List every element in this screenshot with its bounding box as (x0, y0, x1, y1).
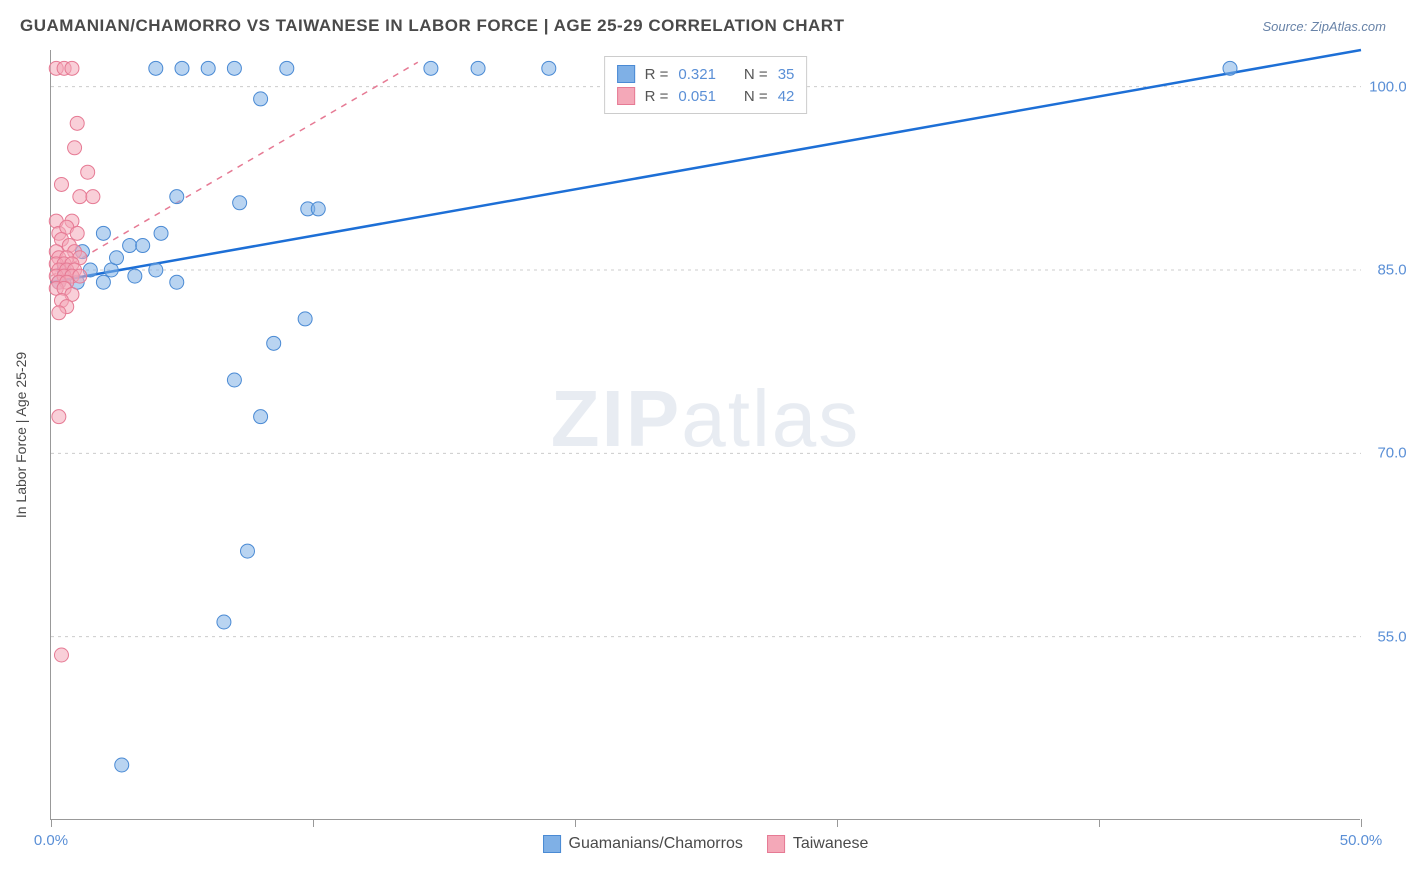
legend-item-taiwanese: Taiwanese (767, 835, 869, 853)
r-label: R = (645, 66, 669, 83)
title-bar: GUAMANIAN/CHAMORRO VS TAIWANESE IN LABOR… (20, 16, 1386, 36)
y-tick-label: 100.0% (1369, 78, 1406, 95)
data-point-guamanians (227, 61, 241, 75)
plot-area: ZIPatlas In Labor Force | Age 25-29 R =0… (50, 50, 1360, 820)
data-point-taiwanese (68, 141, 82, 155)
data-point-taiwanese (52, 410, 66, 424)
swatch-guamanians (543, 835, 561, 853)
data-point-guamanians (267, 336, 281, 350)
data-point-guamanians (227, 373, 241, 387)
n-value-taiwanese: 42 (778, 88, 795, 105)
data-point-guamanians (170, 190, 184, 204)
x-tick (51, 819, 52, 827)
data-point-guamanians (311, 202, 325, 216)
plot-svg (51, 50, 1360, 819)
correlation-row-taiwanese: R = 0.051 N = 42 (617, 85, 795, 107)
data-point-guamanians (154, 226, 168, 240)
data-point-guamanians (110, 251, 124, 265)
data-point-guamanians (298, 312, 312, 326)
trend-line-taiwanese (51, 62, 418, 276)
data-point-guamanians (128, 269, 142, 283)
data-point-guamanians (96, 226, 110, 240)
data-point-taiwanese (70, 226, 84, 240)
data-point-guamanians (233, 196, 247, 210)
data-point-guamanians (1223, 61, 1237, 75)
r-value-guamanians: 0.321 (678, 66, 716, 83)
x-tick-label: 50.0% (1340, 832, 1383, 849)
chart-title: GUAMANIAN/CHAMORRO VS TAIWANESE IN LABOR… (20, 16, 844, 36)
data-point-guamanians (170, 275, 184, 289)
data-point-guamanians (471, 61, 485, 75)
data-point-taiwanese (73, 269, 87, 283)
n-value-guamanians: 35 (778, 66, 795, 83)
data-point-guamanians (241, 544, 255, 558)
data-point-taiwanese (73, 190, 87, 204)
r-value-taiwanese: 0.051 (678, 88, 716, 105)
data-point-guamanians (280, 61, 294, 75)
data-point-guamanians (217, 615, 231, 629)
data-point-taiwanese (54, 648, 68, 662)
x-tick (575, 819, 576, 827)
data-point-guamanians (542, 61, 556, 75)
data-point-taiwanese (81, 165, 95, 179)
x-tick (837, 819, 838, 827)
data-point-guamanians (254, 92, 268, 106)
swatch-taiwanese (767, 835, 785, 853)
correlation-row-guamanians: R = 0.321 N = 35 (617, 63, 795, 85)
data-point-guamanians (175, 61, 189, 75)
x-tick-label: 0.0% (34, 832, 68, 849)
legend-item-guamanians: Guamanians/Chamorros (543, 835, 743, 853)
data-point-guamanians (424, 61, 438, 75)
source-attribution: Source: ZipAtlas.com (1262, 19, 1386, 34)
data-point-guamanians (201, 61, 215, 75)
x-tick (313, 819, 314, 827)
swatch-taiwanese (617, 87, 635, 105)
data-point-guamanians (96, 275, 110, 289)
correlation-legend: R = 0.321 N = 35 R = 0.051 N = 42 (604, 56, 808, 114)
n-label: N = (744, 66, 768, 83)
x-tick (1361, 819, 1362, 827)
x-tick (1099, 819, 1100, 827)
legend-label-guamanians: Guamanians/Chamorros (569, 835, 743, 853)
data-point-guamanians (149, 263, 163, 277)
data-point-guamanians (115, 758, 129, 772)
source-name: ZipAtlas.com (1311, 19, 1386, 34)
data-point-guamanians (136, 239, 150, 253)
y-tick-label: 70.0% (1377, 445, 1406, 462)
data-point-guamanians (149, 61, 163, 75)
data-point-taiwanese (65, 61, 79, 75)
r-label: R = (645, 88, 669, 105)
data-point-taiwanese (86, 190, 100, 204)
data-point-taiwanese (52, 306, 66, 320)
legend-label-taiwanese: Taiwanese (793, 835, 869, 853)
y-tick-label: 85.0% (1377, 262, 1406, 279)
y-tick-label: 55.0% (1377, 628, 1406, 645)
swatch-guamanians (617, 65, 635, 83)
data-point-guamanians (254, 410, 268, 424)
source-prefix: Source: (1262, 19, 1310, 34)
y-axis-label: In Labor Force | Age 25-29 (13, 351, 29, 517)
data-point-taiwanese (54, 177, 68, 191)
n-label: N = (744, 88, 768, 105)
series-legend: Guamanians/Chamorros Taiwanese (543, 835, 869, 853)
data-point-guamanians (123, 239, 137, 253)
data-point-taiwanese (70, 116, 84, 130)
